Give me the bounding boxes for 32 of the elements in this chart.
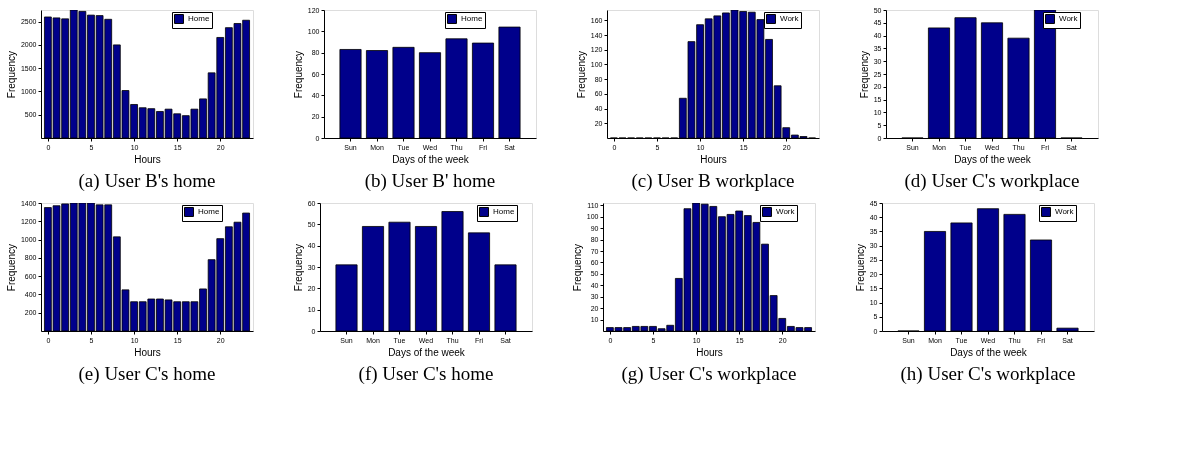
text: (d) User C's workplace [904, 170, 1080, 192]
text: (g) User C's workplace [621, 363, 797, 385]
x-axis-title: Hours [696, 346, 723, 358]
legend-label: Work [1059, 14, 1079, 23]
y-axis-title: Frequency [5, 50, 17, 99]
legend-label: Home [198, 207, 220, 216]
x-axis-title: Hours [134, 153, 161, 165]
text: (a) User B's home [78, 170, 216, 192]
x-axis-title: Days of the week [950, 346, 1028, 358]
y-axis-title: Frequency [575, 50, 587, 99]
x-axis-title: Hours [134, 346, 161, 358]
legend-label: Work [776, 207, 796, 216]
y-axis-title: Frequency [571, 243, 583, 292]
legend-label: Home [188, 14, 210, 23]
x-axis-title: Days of the week [388, 346, 466, 358]
x-axis-title: Days of the week [392, 153, 470, 165]
text: (f) User C's home [358, 363, 494, 385]
legend-label: Home [461, 14, 483, 23]
legend-label: Home [493, 207, 515, 216]
text: (h) User C's workplace [900, 363, 1076, 385]
y-axis-title: Frequency [5, 243, 17, 292]
y-axis-title: Frequency [292, 243, 304, 292]
x-axis-title: Days of the week [954, 153, 1032, 165]
x-axis-title: Hours [700, 153, 727, 165]
legend-label: Work [1055, 207, 1075, 216]
text: (c) User B workplace [631, 170, 795, 192]
y-axis-title: Frequency [292, 50, 304, 99]
text: (b) User B' home [364, 170, 496, 192]
y-axis-title: Frequency [854, 243, 866, 292]
text: (e) User C's home [78, 363, 216, 385]
legend-label: Work [780, 14, 800, 23]
y-axis-title: Frequency [858, 50, 870, 99]
